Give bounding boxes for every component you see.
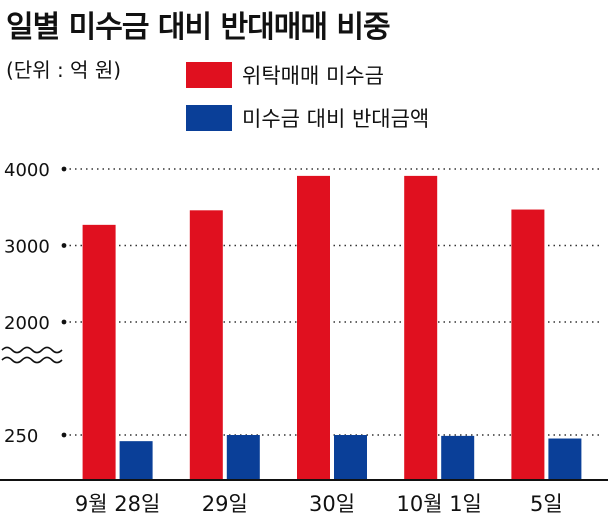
bar-series2	[334, 435, 367, 479]
x-tick-labels: 9월 28일 29일 30일 10월 1일 5일	[75, 492, 563, 516]
bar-series2	[548, 438, 582, 479]
legend-swatch-red	[186, 62, 232, 88]
tick-dot	[61, 319, 67, 325]
x-tick-label: 5일	[530, 492, 563, 516]
grid-lines	[61, 166, 600, 438]
x-tick-label: 30일	[309, 492, 355, 516]
y-tick-labels: 250 2000 3000 4000	[4, 160, 50, 447]
bar-series1	[82, 224, 116, 479]
legend-item-series1: 위탁매매 미수금	[186, 60, 384, 90]
bar-series2	[226, 435, 260, 479]
y-tick-label: 2000	[4, 313, 50, 334]
tick-dot	[61, 166, 67, 172]
tick-dot	[61, 432, 67, 438]
legend-label-series1: 위탁매매 미수금	[242, 64, 384, 88]
tick-dot	[61, 243, 67, 248]
bar-series1	[404, 175, 438, 479]
bar-series1	[189, 210, 223, 479]
x-tick-label: 9월 28일	[75, 492, 160, 516]
x-tick-label: 10월 1일	[396, 492, 481, 516]
bar-series1	[511, 209, 545, 480]
bar-series1	[297, 175, 330, 479]
chart-title: 일별 미수금 대비 반대매매 비중	[6, 10, 391, 45]
legend-label-series2: 미수금 대비 반대금액	[242, 107, 430, 131]
legend-swatch-blue	[186, 105, 232, 131]
bars	[82, 175, 582, 480]
axis-break-mark	[1, 346, 63, 364]
x-tick-label: 29일	[202, 492, 248, 516]
y-tick-label: 3000	[4, 237, 50, 258]
bar-series2	[119, 441, 153, 479]
y-tick-label: 250	[4, 426, 38, 447]
legend-item-series2: 미수금 대비 반대금액	[186, 103, 429, 133]
y-tick-label: 4000	[4, 160, 50, 181]
unit-note: (단위 : 억 원)	[6, 58, 122, 82]
bar-series2	[441, 435, 475, 479]
